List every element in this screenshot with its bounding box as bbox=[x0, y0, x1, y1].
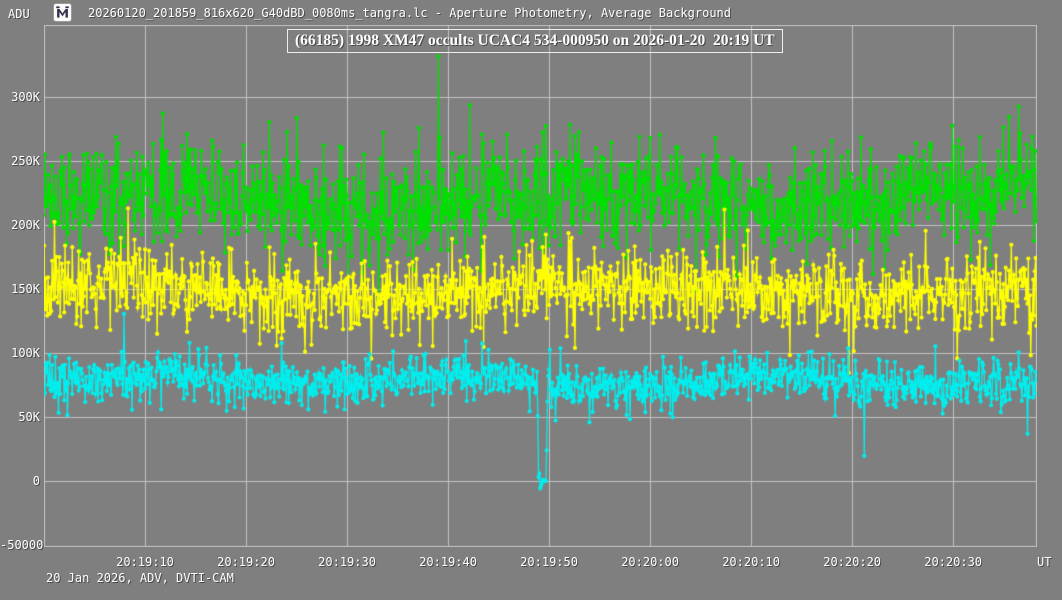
y-tick-label: 250K bbox=[11, 154, 40, 169]
observation-footer-label: 20 Jan 2026, ADV, DVTI-CAM bbox=[46, 571, 234, 585]
x-tick-label: 20:20:20 bbox=[823, 555, 882, 569]
y-tick-label: 0 bbox=[32, 473, 40, 488]
x-tick-label: 20:20:00 bbox=[621, 555, 679, 569]
y-tick-label: 100K bbox=[11, 345, 40, 360]
event-title-box: (66185) 1998 XM47 occults UCAC4 534-0009… bbox=[287, 29, 783, 53]
light-curve-canvas[interactable] bbox=[44, 25, 1037, 547]
y-tick-label: -50000 bbox=[0, 537, 44, 552]
x-tick-label: 20:19:40 bbox=[419, 555, 477, 569]
x-tick-label: 20:19:30 bbox=[318, 555, 376, 569]
x-tick-label: 20:20:10 bbox=[722, 555, 780, 569]
x-axis-unit-label: UT bbox=[1037, 555, 1052, 569]
x-tick-label: 20:19:10 bbox=[116, 555, 174, 569]
y-tick-label: 200K bbox=[11, 218, 40, 233]
plot-area bbox=[44, 25, 1037, 547]
y-tick-label: 50K bbox=[18, 409, 40, 424]
tangra-app-icon bbox=[53, 3, 72, 22]
y-tick-label: 150K bbox=[11, 282, 40, 296]
y-tick-label: 300K bbox=[11, 90, 40, 105]
x-tick-label: 20:19:20 bbox=[217, 555, 275, 569]
x-tick-label: 20:19:50 bbox=[520, 555, 578, 569]
x-tick-label: 20:20:30 bbox=[924, 555, 983, 569]
y-axis-unit-label: ADU bbox=[8, 7, 30, 21]
window-title: 20260120_201859_816x620_G40dBD_0080ms_ta… bbox=[88, 6, 731, 20]
